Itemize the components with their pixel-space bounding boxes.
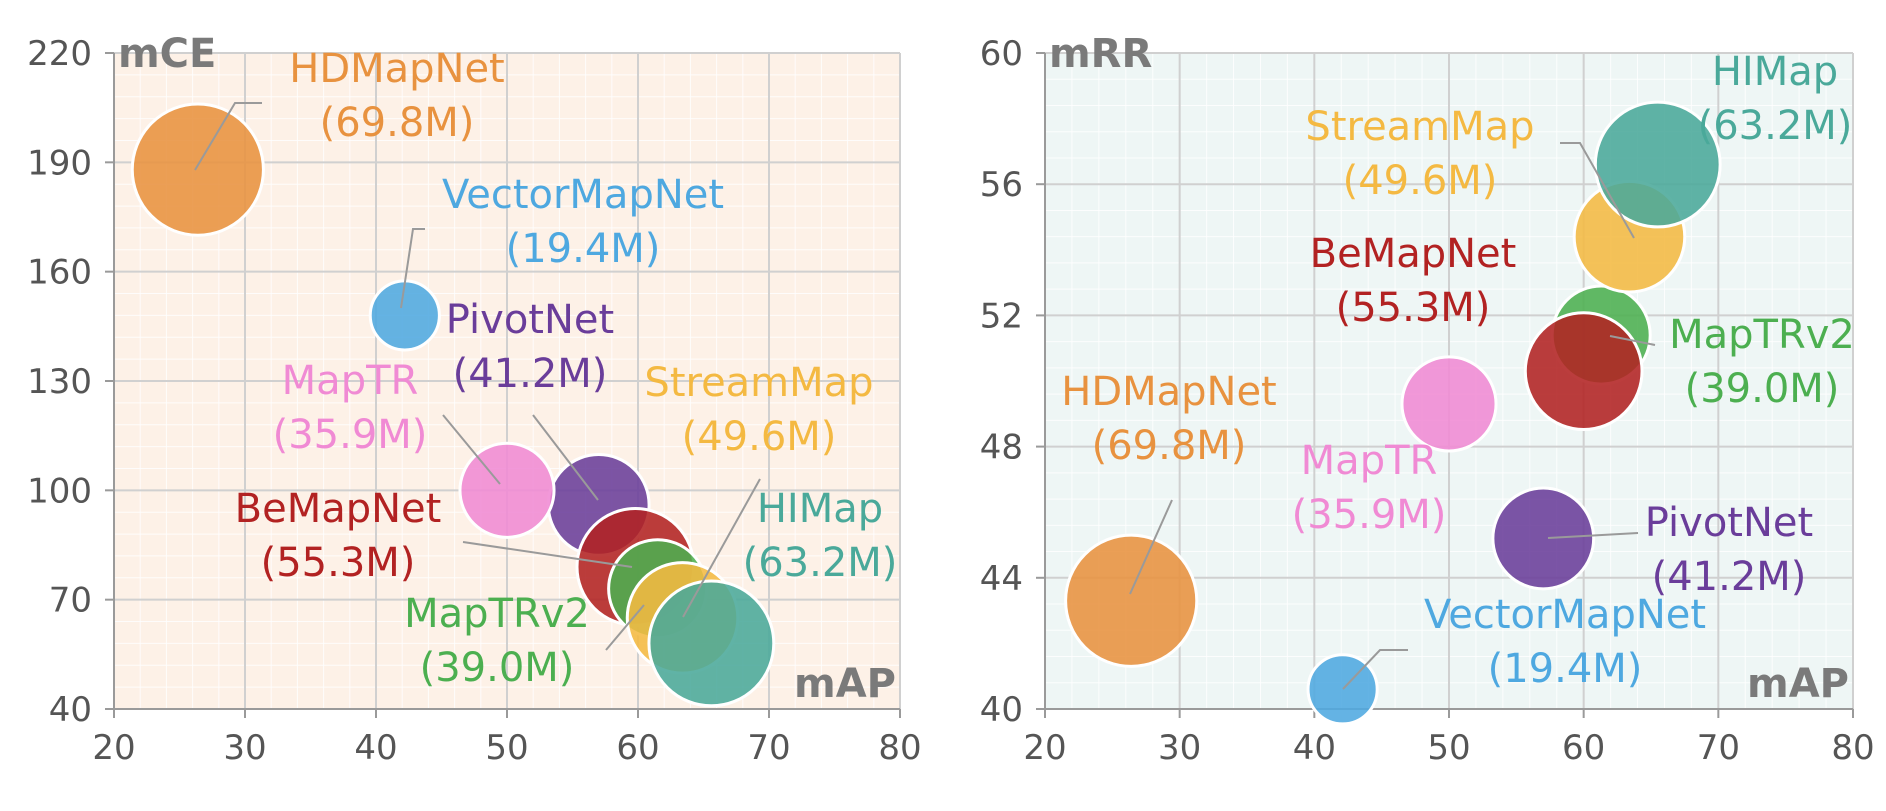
y-axis-label: mCE <box>118 31 216 77</box>
leader-line-hdmapnet <box>1129 499 1173 595</box>
label-bemapnet-name: BeMapNet <box>235 486 442 532</box>
x-tick-label: 40 <box>1293 728 1336 768</box>
label-maptr-name: MapTR <box>282 358 419 404</box>
leader-line-vectormapnet <box>400 228 425 309</box>
bubble-maptr <box>458 441 556 539</box>
bubble-pivotnet <box>1491 486 1596 591</box>
label-pivotnet-params: (41.2M) <box>1652 554 1807 600</box>
y-tick-label: 48 <box>980 428 1023 468</box>
label-vectormapnet-params: (19.4M) <box>1488 646 1643 692</box>
x-tick-label: 70 <box>1697 728 1740 768</box>
x-tick-label: 80 <box>878 728 921 768</box>
bubble-himap <box>647 579 776 708</box>
label-himap-name: HIMap <box>757 486 883 532</box>
label-streammap-name: StreamMap <box>644 360 873 406</box>
x-tick-label: 30 <box>223 728 266 768</box>
label-maptr-params: (35.9M) <box>273 412 428 458</box>
leader-line-hdmapnet <box>194 102 262 171</box>
label-bemapnet-params: (55.3M) <box>261 540 416 586</box>
label-vectormapnet-name: VectorMapNet <box>442 172 724 218</box>
leader-line-maptrv2 <box>605 604 645 651</box>
y-tick-label: 60 <box>980 34 1023 74</box>
label-vectormapnet-name: VectorMapNet <box>1424 592 1706 638</box>
y-tick-label: 100 <box>27 471 92 511</box>
label-hdmapnet-name: HDMapNet <box>1061 369 1277 415</box>
label-pivotnet-params: (41.2M) <box>453 351 608 397</box>
x-tick-label: 60 <box>616 728 659 768</box>
label-himap-params: (63.2M) <box>743 540 898 586</box>
label-bemapnet-params: (55.3M) <box>1336 285 1491 331</box>
y-tick-label: 40 <box>980 690 1023 730</box>
labels: HDMapNet (69.8M) VectorMapNet (19.4M) PivotN… <box>1061 49 1855 692</box>
x-tick-label: 80 <box>1831 728 1874 768</box>
y-axis-label: mRR <box>1049 31 1152 77</box>
labels: HDMapNet (69.8M) VectorMapNet (19.4M) PivotN… <box>194 46 898 691</box>
label-hdmapnet-name: HDMapNet <box>289 46 505 92</box>
bubbles <box>130 102 776 708</box>
label-himap-name: HIMap <box>1712 49 1838 95</box>
label-pivotnet-name: PivotNet <box>1645 500 1813 546</box>
bubble-himap <box>1593 100 1722 229</box>
y-tick-label: 52 <box>980 296 1023 336</box>
label-himap-params: (63.2M) <box>1698 103 1853 149</box>
x-axis-label: mAP <box>1747 661 1849 707</box>
label-pivotnet-name: PivotNet <box>446 297 614 343</box>
label-streammap-name: StreamMap <box>1305 104 1534 150</box>
label-bemapnet-name: BeMapNet <box>1310 231 1517 277</box>
y-tick-label: 56 <box>980 165 1023 205</box>
y-tick-label: 44 <box>980 559 1023 599</box>
y-tick-label: 70 <box>49 581 92 621</box>
x-tick-label: 50 <box>1427 728 1470 768</box>
bubble-maptr <box>1400 355 1498 453</box>
leader-line-maptr <box>442 414 501 485</box>
x-tick-label: 70 <box>747 728 790 768</box>
y-tick-label: 220 <box>27 34 92 74</box>
x-tick-label: 40 <box>354 728 397 768</box>
label-streammap-params: (49.6M) <box>682 414 837 460</box>
label-maptrv2-name: MapTRv2 <box>1669 312 1855 358</box>
x-axis-label: mAP <box>794 661 896 707</box>
leader-line-pivotnet <box>1547 532 1639 539</box>
label-maptrv2-name: MapTRv2 <box>404 591 590 637</box>
x-tick-label: 60 <box>1562 728 1605 768</box>
bubble-bemapnet <box>1523 311 1644 432</box>
y-tick-label: 160 <box>27 253 92 293</box>
label-maptr-params: (35.9M) <box>1292 492 1447 538</box>
leader-line-pivotnet <box>532 414 599 501</box>
bubble-hdmapnet <box>1064 533 1199 668</box>
label-hdmapnet-params: (69.8M) <box>320 100 475 146</box>
leader-line-bemapnet <box>462 541 633 568</box>
y-tick-label: 40 <box>49 690 92 730</box>
bubble-hdmapnet <box>130 102 265 237</box>
leader-line-vectormapnet <box>1342 649 1408 690</box>
label-maptr-name: MapTR <box>1301 438 1438 484</box>
x-tick-label: 50 <box>485 728 528 768</box>
label-vectormapnet-params: (19.4M) <box>506 226 661 272</box>
bubble-vectormapnet <box>368 279 441 352</box>
label-hdmapnet-params: (69.8M) <box>1092 423 1247 469</box>
leader-line-maptrv2 <box>1609 335 1656 346</box>
y-tick-label: 130 <box>27 362 92 402</box>
leader-line-streammap <box>682 478 761 618</box>
x-tick-label: 20 <box>1023 728 1066 768</box>
x-tick-label: 30 <box>1158 728 1201 768</box>
y-tick-label: 190 <box>27 143 92 183</box>
x-tick-label: 20 <box>92 728 135 768</box>
label-maptrv2-params: (39.0M) <box>1685 366 1840 412</box>
label-streammap-params: (49.6M) <box>1343 158 1498 204</box>
leader-line-streammap <box>1560 142 1635 239</box>
bubbles <box>1064 100 1722 726</box>
label-maptrv2-params: (39.0M) <box>420 645 575 691</box>
